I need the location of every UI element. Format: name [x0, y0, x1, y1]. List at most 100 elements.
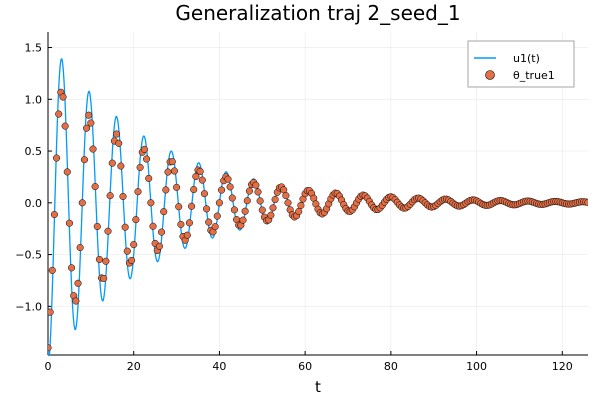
point-theta-true1 — [63, 168, 71, 176]
point-theta-true1 — [200, 190, 208, 198]
legend-marker-swatch — [485, 70, 495, 80]
point-theta-true1 — [192, 172, 200, 181]
point-theta-true1 — [59, 93, 67, 101]
point-theta-true1 — [100, 274, 108, 282]
x-tick-label: 40 — [212, 360, 226, 373]
point-theta-true1 — [164, 168, 172, 176]
point-theta-true1 — [196, 167, 204, 175]
y-tick-label: 1.5 — [25, 42, 43, 55]
point-theta-true1 — [241, 207, 249, 215]
point-theta-true1 — [173, 183, 181, 191]
point-theta-true1 — [117, 162, 125, 170]
point-theta-true1 — [55, 110, 63, 118]
point-theta-true1 — [175, 203, 183, 211]
legend-box — [467, 40, 575, 88]
point-theta-true1 — [50, 210, 58, 219]
y-tick-label: −1.0 — [15, 300, 42, 313]
point-theta-true1 — [215, 199, 223, 207]
point-theta-true1 — [65, 219, 73, 227]
point-theta-true1 — [104, 227, 112, 235]
point-theta-true1 — [162, 186, 170, 194]
point-theta-true1 — [269, 204, 277, 212]
point-theta-true1 — [252, 181, 260, 189]
point-theta-true1 — [102, 257, 110, 265]
point-theta-true1 — [211, 223, 219, 231]
y-ticks: −1.0 −0.5 0.0 0.5 1.0 1.5 — [15, 42, 52, 313]
point-theta-true1 — [243, 197, 251, 205]
point-theta-true1 — [203, 205, 211, 213]
point-theta-true1 — [218, 186, 226, 194]
point-theta-true1 — [158, 228, 166, 236]
point-theta-true1 — [282, 192, 290, 200]
point-theta-true1 — [78, 199, 86, 207]
point-theta-true1 — [145, 174, 153, 182]
x-tick-label: 60 — [298, 360, 312, 373]
point-theta-true1 — [170, 167, 178, 175]
point-theta-true1 — [267, 211, 275, 219]
point-theta-true1 — [61, 122, 69, 130]
point-theta-true1 — [134, 188, 142, 196]
point-theta-true1 — [72, 297, 80, 305]
point-theta-true1 — [258, 206, 266, 214]
point-theta-true1 — [584, 198, 588, 206]
point-theta-true1 — [108, 159, 116, 167]
point-theta-true1 — [106, 192, 114, 200]
point-theta-true1 — [132, 216, 140, 224]
point-theta-true1 — [76, 244, 84, 252]
point-theta-true1 — [160, 208, 168, 216]
point-theta-true1 — [168, 158, 176, 166]
point-theta-true1 — [245, 187, 253, 195]
axes — [47, 32, 588, 356]
point-theta-true1 — [115, 139, 123, 147]
point-theta-true1 — [228, 194, 236, 202]
point-theta-true1 — [190, 185, 198, 194]
point-theta-true1 — [147, 199, 155, 207]
x-tick-label: 100 — [466, 360, 487, 373]
y-tick-label: 0.5 — [25, 145, 43, 158]
point-theta-true1 — [119, 192, 127, 200]
point-theta-true1 — [205, 218, 213, 226]
point-theta-true1 — [256, 197, 264, 205]
point-theta-true1 — [121, 223, 129, 231]
x-ticks: 0 20 40 60 80 100 120 — [45, 351, 573, 373]
point-theta-true1 — [295, 207, 303, 216]
point-theta-true1 — [239, 216, 247, 224]
point-theta-true1 — [140, 145, 148, 153]
point-theta-true1 — [85, 111, 93, 119]
point-theta-true1 — [136, 163, 144, 171]
legend-label-theta-true1: θ_true1 — [513, 69, 555, 82]
point-theta-true1 — [226, 183, 234, 191]
point-theta-true1 — [95, 255, 103, 263]
point-theta-true1 — [183, 231, 191, 239]
legend: u1(t) θ_true1 — [467, 40, 575, 88]
y-tick-label: −0.5 — [15, 249, 42, 262]
x-tick-label: 120 — [552, 360, 573, 373]
point-theta-true1 — [185, 219, 193, 227]
point-theta-true1 — [68, 264, 76, 272]
x-axis-label: t — [315, 378, 321, 396]
point-theta-true1 — [224, 175, 232, 183]
point-theta-true1 — [213, 212, 221, 220]
point-theta-true1 — [297, 201, 305, 209]
y-tick-label: 0.0 — [25, 197, 43, 210]
point-theta-true1 — [128, 256, 136, 264]
point-theta-true1 — [188, 202, 196, 210]
point-theta-true1 — [271, 195, 279, 204]
point-theta-true1 — [230, 206, 238, 214]
x-tick-label: 80 — [384, 360, 398, 373]
point-theta-true1 — [177, 220, 185, 228]
point-theta-true1 — [149, 222, 157, 230]
point-theta-true1 — [123, 247, 131, 255]
point-theta-true1 — [113, 130, 121, 138]
point-theta-true1 — [198, 176, 206, 184]
series-theta-true1 — [48, 88, 588, 352]
point-theta-true1 — [89, 145, 97, 153]
point-theta-true1 — [48, 308, 54, 316]
point-theta-true1 — [48, 266, 56, 274]
point-theta-true1 — [130, 241, 138, 249]
x-tick-label: 20 — [127, 360, 141, 373]
point-theta-true1 — [91, 183, 99, 191]
y-tick-label: 1.0 — [25, 93, 43, 106]
point-theta-true1 — [80, 156, 88, 164]
